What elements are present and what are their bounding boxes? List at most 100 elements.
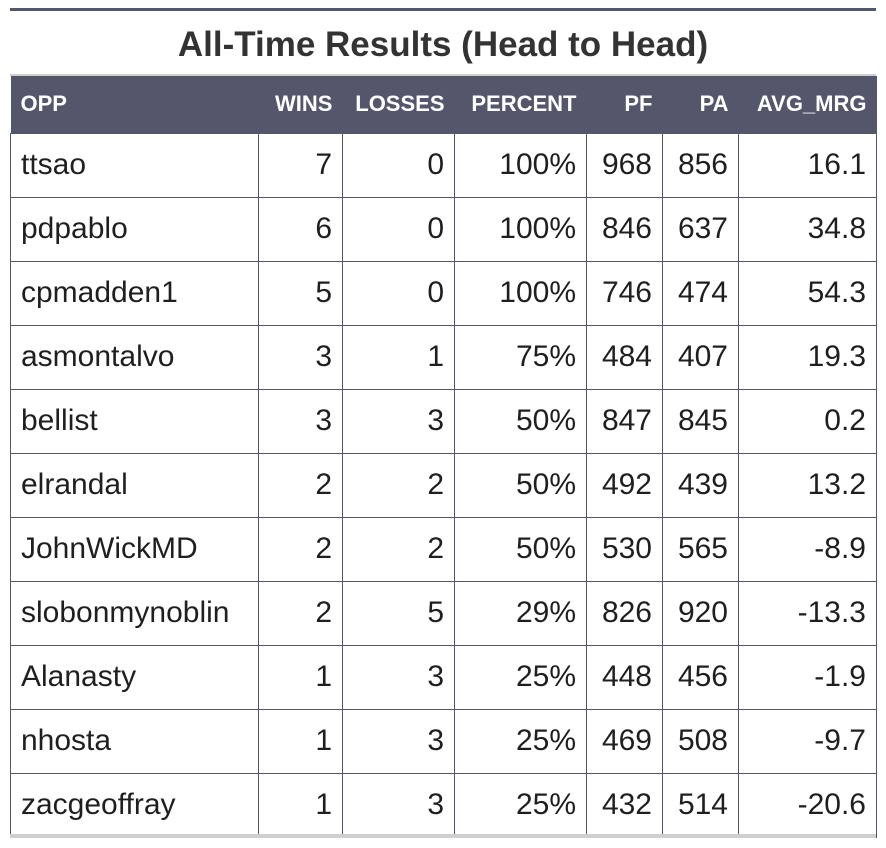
cell-losses: 0 xyxy=(342,196,455,262)
column-header-losses: LOSSES xyxy=(355,91,445,117)
cell-avg-mrg: -13.3 xyxy=(738,580,877,646)
cell-pa: 407 xyxy=(662,324,739,390)
cell-wins: 1 xyxy=(258,708,343,774)
cell-wins: 6 xyxy=(258,196,343,262)
cell-percent: 75% xyxy=(454,324,587,390)
cell-losses: 3 xyxy=(342,644,455,710)
table-row: elrandal 2 2 50% 492 439 13.2 xyxy=(10,452,877,518)
cell-opp: zacgeoffray xyxy=(10,772,259,838)
table-row: Alanasty 1 3 25% 448 456 -1.9 xyxy=(10,644,877,710)
cell-avg-mrg: 19.3 xyxy=(738,324,877,390)
cell-percent: 25% xyxy=(454,772,587,838)
column-header-percent: PERCENT xyxy=(471,91,577,117)
cell-opp: JohnWickMD xyxy=(10,516,259,582)
cell-pf: 847 xyxy=(586,388,663,454)
cell-losses: 3 xyxy=(342,708,455,774)
table-row: cpmadden1 5 0 100% 746 474 54.3 xyxy=(10,260,877,326)
title-divider xyxy=(10,74,876,76)
top-rule xyxy=(10,8,876,11)
cell-opp: slobonmynoblin xyxy=(10,580,259,646)
cell-wins: 2 xyxy=(258,516,343,582)
cell-wins: 3 xyxy=(258,324,343,390)
cell-wins: 1 xyxy=(258,772,343,838)
cell-pf: 469 xyxy=(586,708,663,774)
cell-pf: 846 xyxy=(586,196,663,262)
cell-opp: pdpablo xyxy=(10,196,259,262)
cell-pa: 508 xyxy=(662,708,739,774)
cell-losses: 0 xyxy=(342,132,455,198)
cell-avg-mrg: 34.8 xyxy=(738,196,877,262)
cell-wins: 5 xyxy=(258,260,343,326)
cell-wins: 2 xyxy=(258,580,343,646)
column-header-opp: OPP xyxy=(20,91,67,117)
cell-avg-mrg: 54.3 xyxy=(738,260,877,326)
cell-losses: 5 xyxy=(342,580,455,646)
cell-wins: 1 xyxy=(258,644,343,710)
cell-opp: elrandal xyxy=(10,452,259,518)
cell-pf: 432 xyxy=(586,772,663,838)
table-row: pdpablo 6 0 100% 846 637 34.8 xyxy=(10,196,877,262)
cell-pf: 492 xyxy=(586,452,663,518)
cell-opp: nhosta xyxy=(10,708,259,774)
cell-opp: cpmadden1 xyxy=(10,260,259,326)
cell-percent: 100% xyxy=(454,132,587,198)
cell-percent: 25% xyxy=(454,644,587,710)
cell-percent: 50% xyxy=(454,388,587,454)
table-row: bellist 3 3 50% 847 845 0.2 xyxy=(10,388,877,454)
cell-pa: 845 xyxy=(662,388,739,454)
cell-losses: 2 xyxy=(342,452,455,518)
cell-opp: Alanasty xyxy=(10,644,259,710)
cell-percent: 100% xyxy=(454,196,587,262)
cell-losses: 3 xyxy=(342,388,455,454)
cell-pf: 968 xyxy=(586,132,663,198)
cell-pf: 448 xyxy=(586,644,663,710)
cell-pf: 530 xyxy=(586,516,663,582)
cell-percent: 25% xyxy=(454,708,587,774)
column-header-pa: PA xyxy=(699,91,729,117)
cell-pa: 474 xyxy=(662,260,739,326)
results-table-body: ttsao 7 0 100% 968 856 16.1 pdpablo 6 0 100% 846 637… xyxy=(10,132,877,838)
cell-percent: 50% xyxy=(454,516,587,582)
cell-percent: 100% xyxy=(454,260,587,326)
bottom-rule xyxy=(10,834,876,838)
cell-percent: 50% xyxy=(454,452,587,518)
cell-avg-mrg: -20.6 xyxy=(738,772,877,838)
cell-pa: 637 xyxy=(662,196,739,262)
cell-losses: 1 xyxy=(342,324,455,390)
cell-losses: 2 xyxy=(342,516,455,582)
cell-opp: asmontalvo xyxy=(10,324,259,390)
cell-avg-mrg: -1.9 xyxy=(738,644,877,710)
page-title: All-Time Results (Head to Head) xyxy=(177,25,709,64)
cell-avg-mrg: 16.1 xyxy=(738,132,877,198)
cell-pa: 439 xyxy=(662,452,739,518)
table-row: ttsao 7 0 100% 968 856 16.1 xyxy=(10,132,877,198)
cell-opp: ttsao xyxy=(10,132,259,198)
cell-opp: bellist xyxy=(10,388,259,454)
cell-pa: 920 xyxy=(662,580,739,646)
column-header-wins: WINS xyxy=(275,91,333,117)
cell-pa: 565 xyxy=(662,516,739,582)
cell-avg-mrg: -8.9 xyxy=(738,516,877,582)
cell-wins: 2 xyxy=(258,452,343,518)
table-row: nhosta 1 3 25% 469 508 -9.7 xyxy=(10,708,877,774)
cell-pf: 826 xyxy=(586,580,663,646)
cell-pa: 456 xyxy=(662,644,739,710)
table-row: zacgeoffray 1 3 25% 432 514 -20.6 xyxy=(10,772,877,838)
cell-pf: 484 xyxy=(586,324,663,390)
cell-wins: 7 xyxy=(258,132,343,198)
column-header-avg-mrg: AVG_MRG xyxy=(756,91,867,117)
cell-avg-mrg: 13.2 xyxy=(738,452,877,518)
table-row: asmontalvo 3 1 75% 484 407 19.3 xyxy=(10,324,877,390)
cell-pf: 746 xyxy=(586,260,663,326)
header-row: OPP WINS LOSSES PERCENT PF PA AVG_MRG xyxy=(10,76,877,133)
cell-percent: 29% xyxy=(454,580,587,646)
cell-wins: 3 xyxy=(258,388,343,454)
column-header-pf: PF xyxy=(624,91,653,117)
table-row: slobonmynoblin 2 5 29% 826 920 -13.3 xyxy=(10,580,877,646)
cell-losses: 0 xyxy=(342,260,455,326)
cell-losses: 3 xyxy=(342,772,455,838)
results-table: OPP WINS LOSSES PERCENT PF PA AVG_MRG tt… xyxy=(10,76,877,838)
cell-pa: 856 xyxy=(662,132,739,198)
cell-pa: 514 xyxy=(662,772,739,838)
table-row: JohnWickMD 2 2 50% 530 565 -8.9 xyxy=(10,516,877,582)
